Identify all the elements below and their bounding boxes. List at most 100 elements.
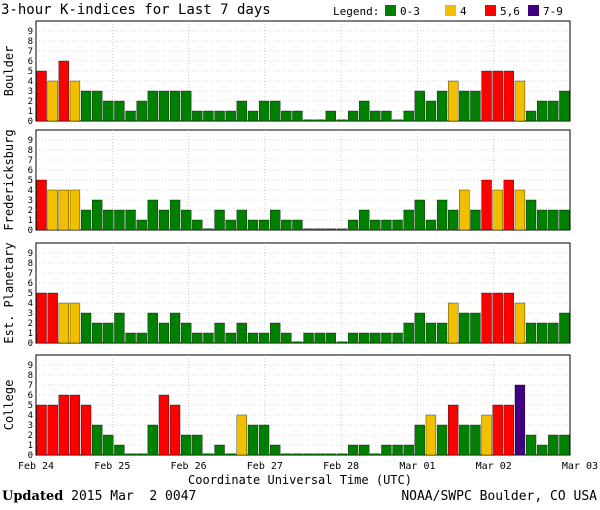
bar-fredericksburg [503, 179, 514, 231]
bar-college [459, 424, 470, 456]
bar-boulder [403, 110, 414, 122]
bar-est-planetary [214, 322, 225, 344]
panel-label-college: College [2, 380, 16, 431]
bar-est-planetary [281, 332, 292, 344]
panel-label-est-planetary: Est. Planetary [2, 242, 16, 343]
bar-est-planetary [359, 332, 370, 344]
bar-fredericksburg [169, 199, 181, 231]
bar-est-planetary [559, 312, 570, 344]
bar-college [247, 424, 259, 456]
bar-fredericksburg [303, 228, 314, 231]
bar-fredericksburg [270, 209, 281, 231]
bar-boulder [169, 90, 181, 122]
bar-est-planetary [80, 312, 92, 344]
bar-boulder [459, 90, 470, 122]
bar-est-planetary [92, 322, 103, 344]
bar-boulder [559, 90, 570, 122]
bar-college [359, 444, 370, 456]
y-tick-label: 0 [28, 117, 33, 127]
bar-college [36, 404, 47, 456]
bar-fredericksburg [69, 189, 81, 231]
bar-boulder [414, 90, 425, 122]
y-tick-label: 3 [28, 309, 33, 319]
y-tick-label: 3 [28, 421, 33, 431]
bar-college [214, 444, 225, 456]
bar-college [392, 444, 403, 456]
y-tick-label: 9 [28, 249, 33, 259]
y-tick-label: 7 [28, 47, 33, 57]
bar-boulder [247, 110, 259, 122]
y-tick-label: 6 [28, 391, 33, 401]
bar-fredericksburg [448, 209, 459, 231]
bar-college [203, 453, 214, 456]
bar-est-planetary [503, 292, 514, 344]
bar-fredericksburg [47, 189, 58, 231]
y-tick-label: 8 [28, 371, 33, 381]
bar-fredericksburg [459, 189, 470, 231]
y-tick-label: 7 [28, 269, 33, 279]
y-tick-label: 5 [28, 401, 33, 411]
bar-boulder [436, 90, 448, 122]
bar-fredericksburg [548, 209, 559, 231]
bar-college [69, 394, 81, 456]
bar-boulder [314, 119, 325, 122]
bar-est-planetary [69, 302, 81, 344]
bar-boulder [359, 100, 370, 122]
bar-fredericksburg [381, 219, 392, 231]
bar-college [303, 453, 314, 456]
bar-college [492, 404, 503, 456]
bar-college [103, 434, 114, 456]
bar-fredericksburg [281, 219, 292, 231]
bar-est-planetary [158, 322, 170, 344]
legend-title: Legend: [333, 5, 379, 18]
y-tick-label: 7 [28, 381, 33, 391]
bar-est-planetary [147, 312, 158, 344]
y-tick-label: 4 [28, 299, 33, 309]
bar-boulder [270, 100, 281, 122]
chart-title: 3-hour K-indices for Last 7 days [1, 2, 271, 18]
bar-est-planetary [314, 332, 325, 344]
x-tick-label: Feb 27 [247, 461, 283, 472]
y-tick-label: 8 [28, 259, 33, 269]
bar-est-planetary [303, 332, 314, 344]
bar-est-planetary [514, 302, 526, 344]
bar-fredericksburg [136, 219, 147, 231]
panel-label-fredericksburg: Fredericksburg [2, 129, 16, 230]
bar-boulder [103, 100, 114, 122]
bar-college [80, 404, 92, 456]
bar-fredericksburg [92, 199, 103, 231]
bar-boulder [192, 110, 203, 122]
y-tick-label: 8 [28, 37, 33, 47]
bar-college [414, 424, 425, 456]
bar-boulder [425, 100, 437, 122]
bar-boulder [58, 60, 69, 122]
bar-college [370, 453, 381, 456]
legend-swatch-4 [445, 5, 456, 16]
bar-boulder [236, 100, 247, 122]
bar-est-planetary [292, 341, 303, 344]
bar-boulder [292, 110, 303, 122]
y-tick-label: 5 [28, 67, 33, 77]
bar-boulder [336, 119, 348, 122]
bar-boulder [503, 70, 514, 122]
x-tick-label: Mar 03 [562, 461, 598, 472]
bar-fredericksburg [181, 209, 192, 231]
bar-boulder [525, 110, 537, 122]
bar-college [236, 414, 247, 456]
bar-est-planetary [370, 332, 381, 344]
legend-label-0-3: 0-3 [400, 5, 420, 18]
bar-college [436, 424, 448, 456]
bar-fredericksburg [403, 209, 414, 231]
bar-boulder [181, 90, 192, 122]
source-credit: NOAA/SWPC Boulder, CO USA [401, 489, 597, 504]
bar-college [503, 404, 514, 456]
bar-fredericksburg [125, 209, 136, 231]
y-tick-label: 9 [28, 361, 33, 371]
x-tick-label: Feb 24 [18, 461, 54, 472]
bar-est-planetary [481, 292, 492, 344]
y-tick-label: 9 [28, 27, 33, 37]
bar-boulder [370, 110, 381, 122]
bar-boulder [548, 100, 559, 122]
bar-boulder [80, 90, 92, 122]
bar-fredericksburg [292, 219, 303, 231]
